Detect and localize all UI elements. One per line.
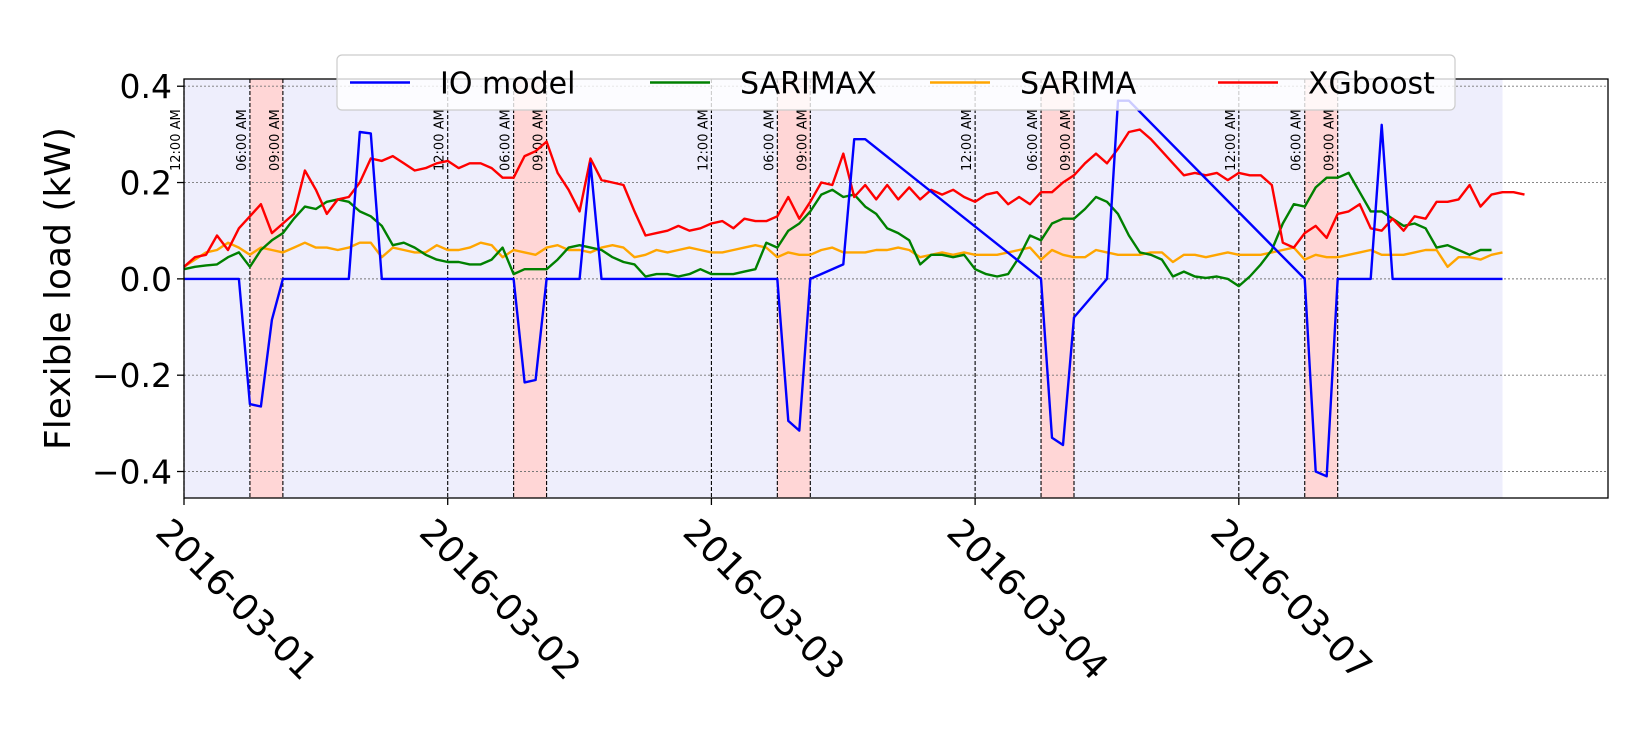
y-tick-label: 0.4 [120, 67, 172, 106]
window-marker-label: 09:00 AM [795, 109, 810, 171]
y-axis-label: Flexible load (kW) [38, 127, 79, 450]
window-marker-label: 12:00 AM [169, 109, 184, 171]
window-marker-label: 06:00 AM [235, 109, 250, 171]
y-tick-label: 0.0 [120, 260, 172, 299]
window-marker-label: 09:00 AM [268, 109, 283, 171]
window-marker-label: 06:00 AM [762, 109, 777, 171]
day-shading [184, 79, 1503, 498]
window-marker-label: 09:00 AM [1323, 109, 1338, 171]
window-marker-label: 12:00 AM [433, 109, 448, 171]
series-io-model [184, 99, 1503, 478]
x-tick-label: 2016-03-04 [939, 511, 1116, 688]
window-marker-label: 06:00 AM [499, 109, 514, 171]
legend-label: IO model [440, 67, 575, 102]
peak-window-shading [1304, 79, 1338, 498]
x-axis-ticks: 2016-03-01 2016-03-02 2016-03-03 2016-03-04… [148, 498, 1379, 688]
legend-label: SARIMA [1020, 67, 1137, 102]
legend-label: SARIMAX [740, 67, 877, 102]
window-marker-label: 12:00 AM [696, 109, 711, 171]
legend-label: XGboost [1308, 67, 1435, 102]
window-marker-label: 12:00 AM [960, 109, 975, 171]
peak-window-shading [1041, 79, 1074, 498]
x-tick-label: 2016-03-07 [1202, 511, 1379, 688]
data-series [183, 99, 1525, 478]
window-marker-label: 09:00 AM [1059, 109, 1074, 171]
window-marker-label: 12:00 AM [1224, 109, 1239, 171]
x-tick-label: 2016-03-01 [148, 511, 325, 688]
legend-box [336, 54, 1456, 111]
x-tick-label: 2016-03-02 [411, 511, 588, 688]
series-sarimax [183, 171, 1492, 288]
peak-window-shading [777, 79, 811, 498]
legend: IO model SARIMAX SARIMA XGboost [336, 54, 1456, 111]
y-tick-label: −0.4 [92, 453, 172, 492]
y-tick-label: 0.2 [120, 164, 172, 203]
window-marker-label: 09:00 AM [532, 109, 547, 171]
peak-window-shading [513, 79, 547, 498]
window-marker-label: 06:00 AM [1290, 109, 1305, 171]
peak-window-shading [249, 79, 283, 498]
y-tick-label: −0.2 [92, 356, 172, 395]
y-axis-ticks: −0.4 −0.2 0.0 0.2 0.4 [92, 67, 184, 492]
window-marker-label: 06:00 AM [1026, 109, 1041, 171]
time-window-shading [184, 79, 1503, 498]
x-tick-label: 2016-03-03 [675, 511, 852, 688]
series-xgboost [183, 128, 1525, 268]
